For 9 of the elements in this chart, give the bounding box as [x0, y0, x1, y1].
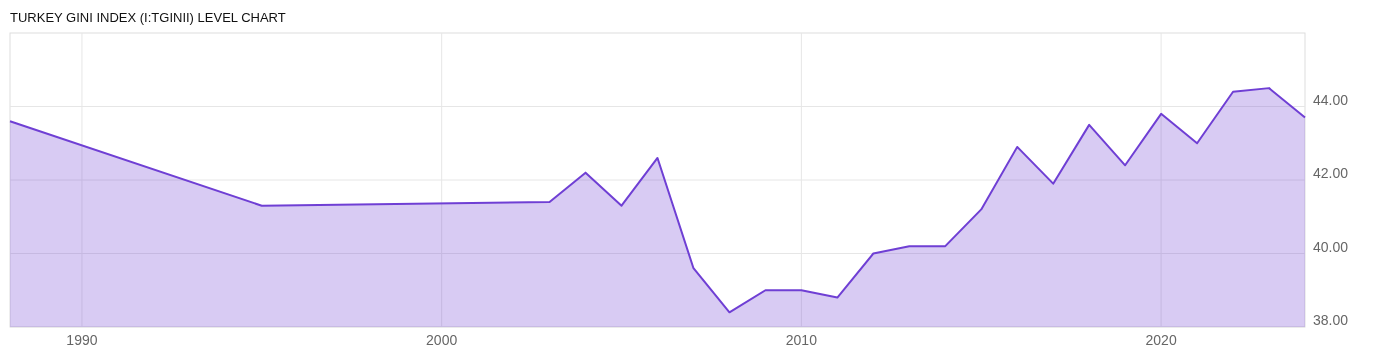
x-tick-label: 1990 [66, 332, 98, 348]
x-tick-label: 2020 [1145, 332, 1177, 348]
y-tick-label: 38.00 [1313, 312, 1349, 328]
x-tick-label: 2000 [426, 332, 458, 348]
x-tick-label: 2010 [785, 332, 818, 348]
y-tick-label: 42.00 [1313, 165, 1349, 181]
y-tick-label: 40.00 [1313, 238, 1349, 255]
chart-title: TURKEY GINI INDEX (I:TGINII) LEVEL CHART [10, 10, 286, 25]
y-tick-label: 44.00 [1313, 91, 1349, 108]
